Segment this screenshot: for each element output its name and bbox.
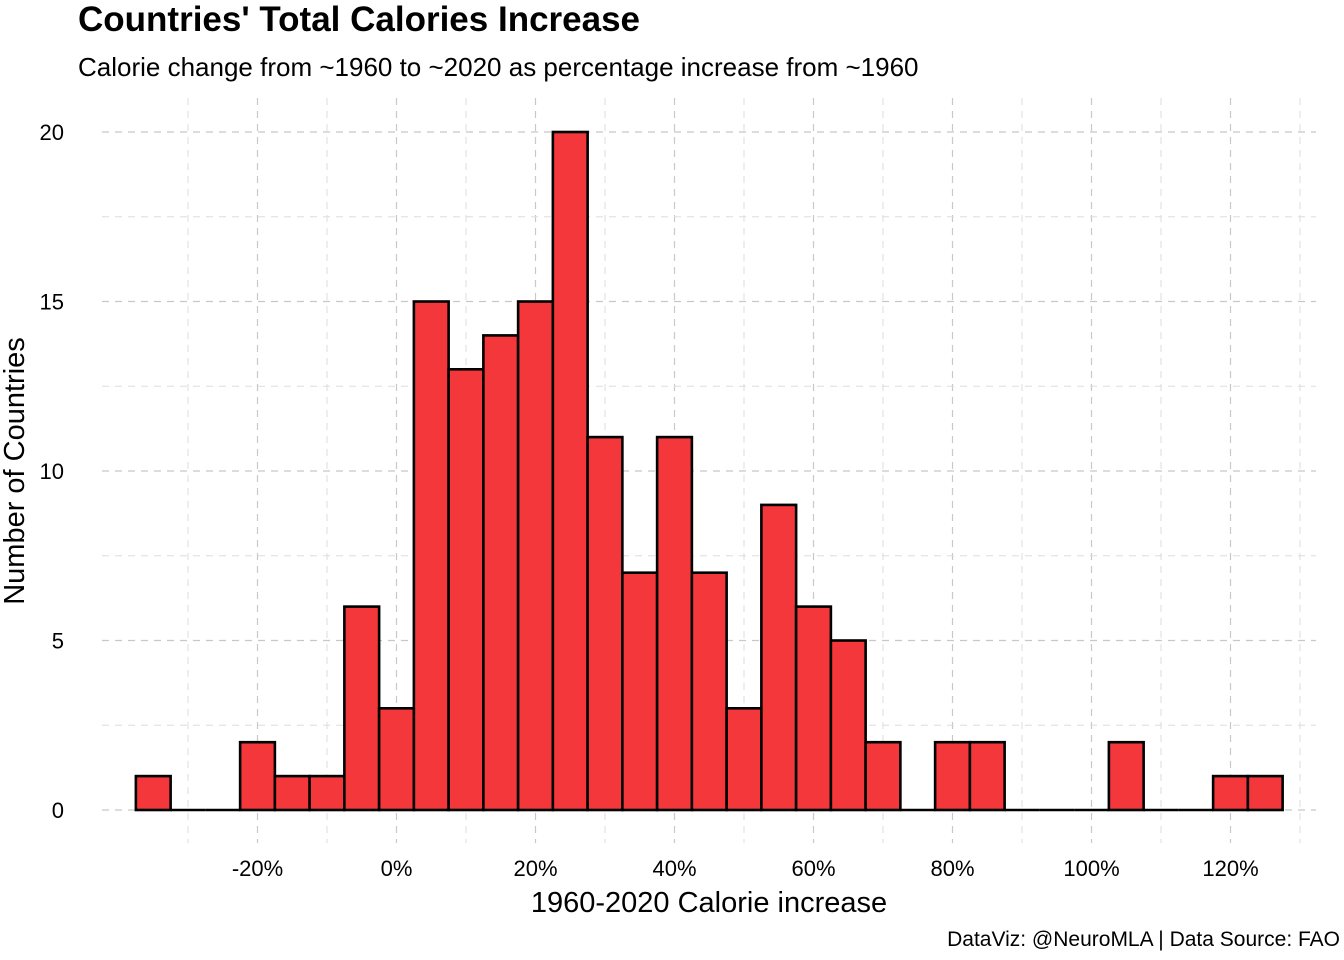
y-tick-label: 20 xyxy=(40,120,64,145)
histogram-bar xyxy=(690,571,728,812)
histogram-bar xyxy=(794,605,833,812)
histogram-bar xyxy=(1246,774,1284,812)
x-axis-title: 1960-2020 Calorie increase xyxy=(531,887,887,919)
x-tick-label: 20% xyxy=(513,856,557,881)
histogram-bar xyxy=(829,639,867,812)
histogram-bar xyxy=(933,740,972,812)
histogram-bar xyxy=(273,774,311,812)
y-tick-label: 15 xyxy=(40,290,64,315)
histogram-bar xyxy=(343,605,381,812)
histogram-bar xyxy=(760,503,798,812)
histogram-bar xyxy=(655,435,694,812)
histogram-bar xyxy=(864,740,902,812)
histogram-bar xyxy=(968,740,1006,812)
histogram-bar xyxy=(516,300,555,812)
histogram-bar xyxy=(238,740,277,812)
y-axis-title: Number of Countries xyxy=(0,337,31,605)
x-tick-label: 100% xyxy=(1063,856,1119,881)
x-tick-label: 0% xyxy=(381,856,413,881)
y-tick-label: 10 xyxy=(40,459,64,484)
histogram-bar xyxy=(551,130,589,812)
histogram-bar xyxy=(1107,740,1145,812)
histogram-bar xyxy=(482,334,520,812)
chart-title: Countries' Total Calories Increase xyxy=(78,0,641,39)
x-tick-label: 40% xyxy=(652,856,696,881)
histogram-bar xyxy=(1211,774,1250,812)
histogram-bar xyxy=(621,571,659,812)
y-axis-ticks: 0 5 10 15 20 xyxy=(40,120,64,823)
histogram-bar xyxy=(725,706,763,812)
histogram-bar xyxy=(412,300,450,812)
histogram-bar xyxy=(377,706,416,812)
x-axis-ticks: -20% 0% 20% 40% 60% 80% 100% 120% xyxy=(232,856,1259,881)
chart-caption: DataViz: @NeuroMLA | Data Source: FAO xyxy=(947,928,1340,951)
x-tick-label: 120% xyxy=(1202,856,1258,881)
y-tick-label: 5 xyxy=(52,629,64,654)
histogram-bar xyxy=(447,367,485,812)
x-tick-label: 80% xyxy=(930,856,974,881)
histogram-bar xyxy=(134,774,172,812)
y-tick-label: 0 xyxy=(52,798,64,823)
histogram-bar xyxy=(586,435,624,812)
histogram-bar xyxy=(308,774,346,812)
x-tick-label: 60% xyxy=(791,856,835,881)
histogram-bars xyxy=(134,130,1284,812)
x-tick-label: -20% xyxy=(232,856,283,881)
chart-subtitle: Calorie change from ~1960 to ~2020 as pe… xyxy=(78,52,919,82)
